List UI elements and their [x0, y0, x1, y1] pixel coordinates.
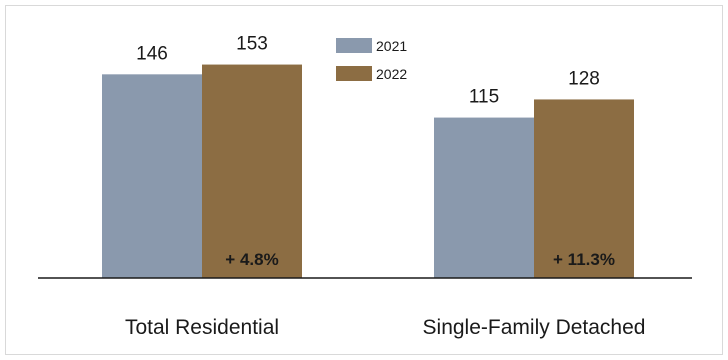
legend-label-2022: 2022 [376, 66, 407, 82]
category-label-2: Single-Family Detached [423, 316, 646, 339]
value-labels-layer: 146 153 + 4.8% 115 128 + 11.3% [136, 34, 615, 269]
value-label-2021-2: 115 [469, 87, 499, 108]
bar-2022-1 [202, 64, 302, 278]
category-labels-layer: Total Residential Single-Family Detached [125, 316, 646, 339]
value-label-2022-2: 128 [568, 68, 600, 89]
category-label-1: Total Residential [125, 316, 279, 339]
bars-layer [102, 64, 634, 278]
legend-swatch-2021 [336, 38, 372, 53]
value-label-2021-1: 146 [136, 43, 168, 64]
legend-swatch-2022 [336, 66, 372, 81]
bar-2021-1 [102, 74, 202, 278]
legend: 2021 2022 [336, 38, 407, 82]
change-label-2: + 11.3% [553, 250, 615, 269]
bar-2022-2 [534, 99, 634, 278]
bar-2021-2 [434, 117, 534, 278]
change-label-1: + 4.8% [225, 250, 278, 269]
value-label-2022-1: 153 [236, 34, 268, 55]
legend-label-2021: 2021 [376, 38, 407, 54]
